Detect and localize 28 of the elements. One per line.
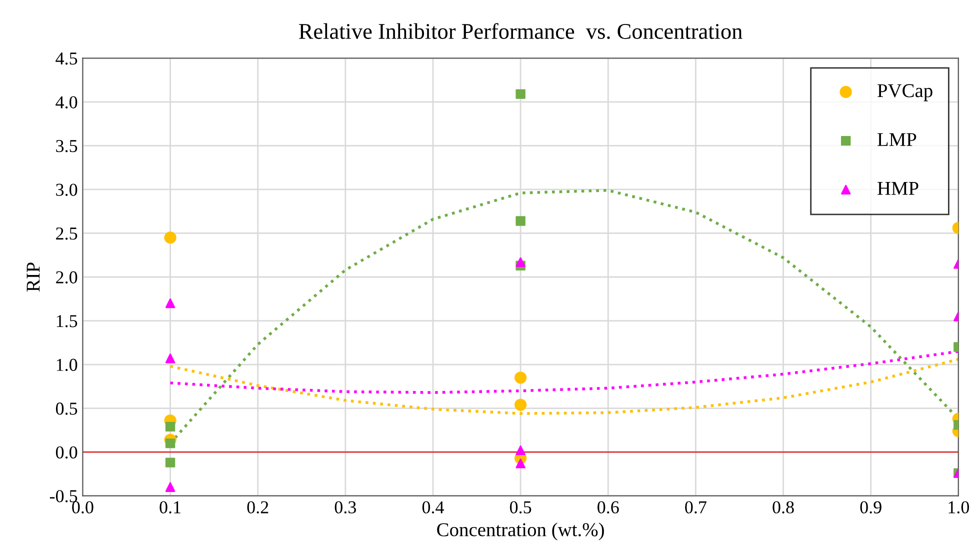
legend-label: HMP xyxy=(878,182,918,195)
x-axis-title: Concentration (wt.%) xyxy=(437,522,604,540)
y-tick-label: 1.5 xyxy=(56,315,78,328)
y-tick-label: 3.0 xyxy=(56,184,78,196)
legend-label: LMP xyxy=(878,133,916,146)
x-tick-label: 0.7 xyxy=(685,501,706,514)
x-tick-label: 0.8 xyxy=(772,501,794,514)
x-tick-label: 0.2 xyxy=(247,501,268,514)
x-tick-label: 0.1 xyxy=(160,501,180,514)
x-tick-label: 0.3 xyxy=(334,501,356,514)
x-tick-label: 0.0 xyxy=(72,501,94,514)
y-axis-title: RIP xyxy=(26,262,40,292)
y-tick-label: -0.5 xyxy=(50,490,78,502)
y-tick-label: 4.5 xyxy=(56,52,78,65)
y-tick-label: 2.5 xyxy=(56,228,78,240)
y-tick-label: 0.5 xyxy=(56,402,78,415)
x-tick-label: 0.5 xyxy=(510,501,532,514)
y-tick-label: 3.5 xyxy=(56,140,78,152)
y-tick-label: 1.0 xyxy=(56,358,78,372)
y-tick-label: 0.0 xyxy=(56,446,78,459)
chart-title: Relative Inhibitor Performance vs. Concentration xyxy=(299,23,742,40)
x-tick-label: 1.0 xyxy=(948,501,969,514)
y-tick-label: 4.0 xyxy=(56,96,78,108)
x-tick-label: 0.4 xyxy=(422,501,444,514)
y-tick-label: 2.0 xyxy=(56,271,78,284)
x-tick-label: 0.6 xyxy=(598,501,619,514)
x-tick-label: 0.9 xyxy=(860,501,882,514)
legend-label: PVCap xyxy=(878,84,932,102)
